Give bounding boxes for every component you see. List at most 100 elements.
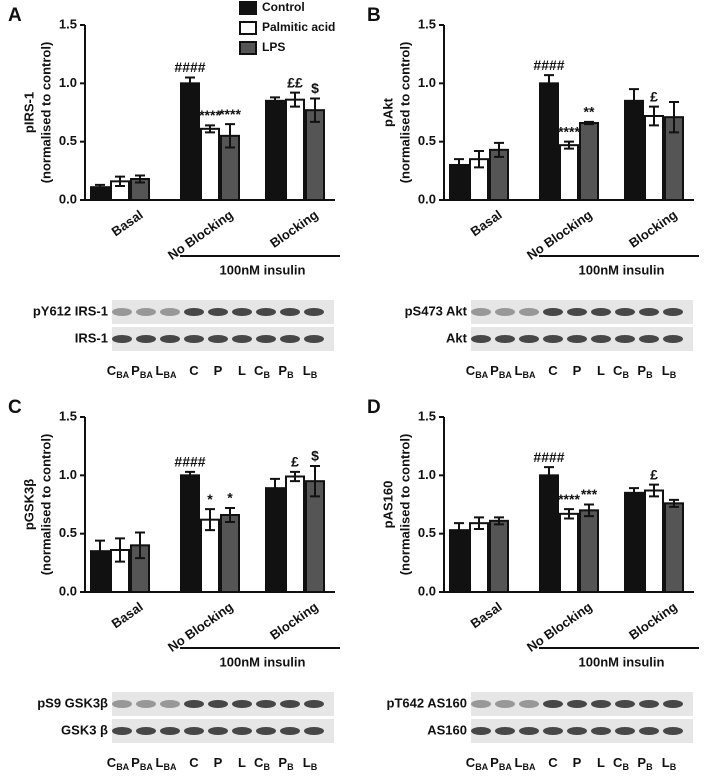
lane-label: L bbox=[597, 755, 605, 770]
bar bbox=[469, 522, 489, 594]
error-bar bbox=[544, 466, 554, 485]
lane-name: C bbox=[107, 755, 117, 770]
lane-label: CBA bbox=[466, 363, 489, 380]
error-bar bbox=[290, 91, 300, 108]
blot-band bbox=[112, 700, 132, 708]
lane-label: PB bbox=[637, 755, 653, 772]
blot-band bbox=[567, 700, 587, 708]
lane-name: L bbox=[156, 363, 164, 378]
lane-label: PB bbox=[637, 363, 653, 380]
lane-label: L bbox=[597, 363, 605, 378]
x-tick-label: No Blocking bbox=[524, 599, 595, 655]
error-bar bbox=[135, 531, 145, 560]
blot-band bbox=[136, 700, 156, 708]
blot-band bbox=[304, 335, 324, 343]
significance: $ bbox=[311, 448, 319, 464]
lane-label: PB bbox=[278, 363, 294, 380]
blot-band bbox=[471, 727, 491, 735]
lane-label: LB bbox=[303, 755, 318, 772]
significance: #### bbox=[174, 59, 205, 75]
y-tick-label: 1.5 bbox=[418, 408, 436, 423]
panel: C 0.0 0.5 1.0 1.5 pGSK3β (normalised to contro… bbox=[8, 397, 340, 772]
blot-band bbox=[232, 727, 252, 735]
blot-band bbox=[495, 308, 515, 316]
lane-sub: BA bbox=[475, 370, 488, 380]
blot-row-label: IRS-1 bbox=[75, 330, 108, 345]
error-bar bbox=[629, 88, 639, 114]
blot-band bbox=[112, 308, 132, 316]
error-bar bbox=[225, 507, 235, 523]
x-tick-label: No Blocking bbox=[165, 599, 236, 655]
error-bar bbox=[454, 158, 464, 172]
bar bbox=[489, 519, 509, 593]
blot-band bbox=[519, 727, 539, 735]
error-bar bbox=[649, 105, 659, 127]
lane-sub: B bbox=[646, 370, 653, 380]
y-tick-label: 0.5 bbox=[418, 133, 436, 148]
error-bar bbox=[629, 487, 639, 499]
bar bbox=[180, 82, 200, 201]
lane-label: P bbox=[573, 755, 582, 770]
blot-row-label: pS9 GSK3β bbox=[37, 695, 108, 710]
lane-label: C bbox=[548, 755, 558, 770]
lane-sub: B bbox=[646, 762, 653, 772]
blot-band bbox=[184, 335, 204, 343]
x-tick-label: Basal bbox=[468, 207, 505, 239]
error-bar bbox=[494, 516, 504, 526]
lane-name: P bbox=[214, 363, 223, 378]
panel: A 0.0 0.5 1.0 1.5 pIRS-1 (normalised to contro… bbox=[8, 0, 340, 380]
lane-label: CBA bbox=[107, 755, 130, 772]
blot-band bbox=[256, 727, 276, 735]
blot-band bbox=[639, 700, 659, 708]
lane-name: P bbox=[637, 755, 646, 770]
lane-label: CBA bbox=[107, 363, 130, 380]
y-tick-label: 0.0 bbox=[418, 583, 436, 598]
blot-band bbox=[112, 335, 132, 343]
blot-band bbox=[112, 727, 132, 735]
blot-band bbox=[256, 700, 276, 708]
bracket-label: 100nM insulin bbox=[579, 262, 665, 277]
blot-band bbox=[304, 727, 324, 735]
y-axis-label: (normalised to control) bbox=[397, 434, 412, 576]
bar bbox=[539, 474, 559, 593]
lane-label: PBA bbox=[131, 755, 153, 772]
blot-band bbox=[304, 700, 324, 708]
blot-band bbox=[471, 700, 491, 708]
lane-sub: B bbox=[263, 762, 270, 772]
bar bbox=[559, 144, 579, 202]
bar bbox=[305, 109, 325, 201]
significance: ** bbox=[584, 104, 595, 120]
error-bar bbox=[205, 508, 215, 532]
lane-label: CB bbox=[613, 755, 629, 772]
blot-band bbox=[543, 700, 563, 708]
bar bbox=[559, 512, 579, 593]
bar bbox=[305, 480, 325, 593]
error-bar bbox=[584, 503, 594, 518]
lane-name: C bbox=[254, 363, 264, 378]
x-tick-label: Basal bbox=[109, 599, 146, 631]
legend-swatch bbox=[239, 21, 257, 35]
error-bar bbox=[205, 124, 215, 134]
significance: ££ bbox=[287, 74, 303, 90]
blot-band bbox=[495, 700, 515, 708]
error-bar bbox=[185, 470, 195, 480]
blot-band bbox=[663, 308, 683, 316]
lane-name: C bbox=[254, 755, 264, 770]
blot-band bbox=[256, 335, 276, 343]
lane-name: L bbox=[156, 755, 164, 770]
lane-label: LBA bbox=[156, 755, 177, 772]
blot-band bbox=[495, 727, 515, 735]
y-tick-label: 0.5 bbox=[59, 525, 77, 540]
error-bar bbox=[270, 477, 280, 499]
blot-band bbox=[256, 308, 276, 316]
blot-band bbox=[519, 308, 539, 316]
lane-label: CB bbox=[254, 755, 270, 772]
lane-sub: B bbox=[670, 762, 677, 772]
bar bbox=[220, 514, 240, 593]
blot-band bbox=[543, 335, 563, 343]
lane-label: PBA bbox=[131, 363, 153, 380]
lane-sub: BA bbox=[499, 762, 512, 772]
significance: $ bbox=[311, 80, 319, 96]
blot-band bbox=[136, 308, 156, 316]
lane-name: C bbox=[466, 755, 476, 770]
